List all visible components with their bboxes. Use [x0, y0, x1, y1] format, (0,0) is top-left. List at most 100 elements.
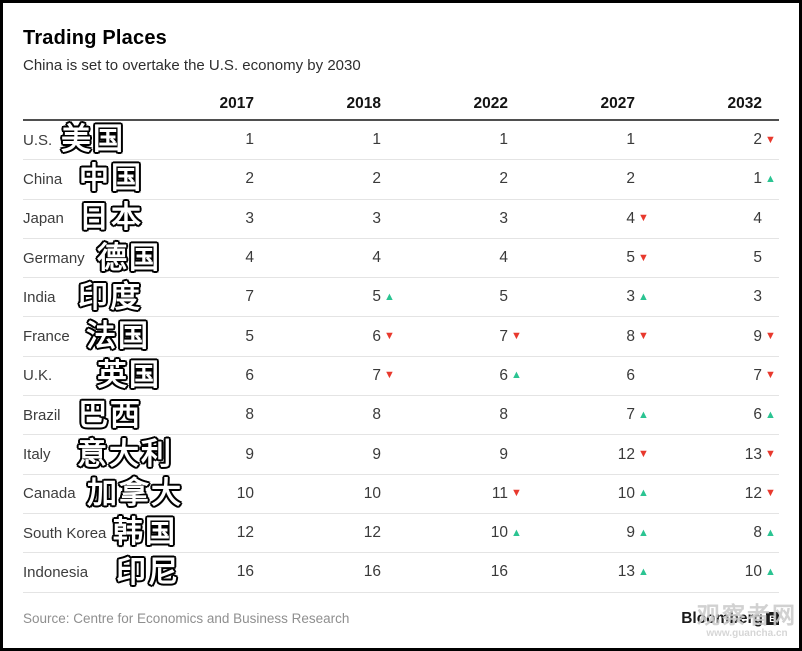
footer: Source: Centre for Economics and Busines… — [23, 610, 779, 628]
rank-value: 5 — [753, 249, 762, 267]
rank-value: 5 — [372, 288, 381, 306]
rank-down-icon: ▼ — [638, 212, 649, 225]
rank-value: 9 — [372, 445, 381, 463]
rank-value: 10 — [490, 524, 508, 542]
rank-value: 6 — [753, 406, 762, 424]
rank-cell: 16 — [144, 563, 271, 581]
rank-value: 13 — [617, 563, 635, 581]
rank-value: 12 — [236, 524, 254, 542]
rank-value: 2 — [372, 170, 381, 188]
rank-down-icon: ▼ — [511, 330, 522, 343]
table-row: India 7 5 ▲ 5 3 ▲ 3 — [23, 278, 779, 318]
rank-cell: 16 — [398, 563, 525, 581]
bloomberg-logo: Bloomberg B — [681, 610, 779, 628]
rank-cell: 6 ▼ — [271, 328, 398, 346]
rank-value: 2022 — [473, 94, 508, 112]
country-label: China — [23, 170, 63, 188]
rank-value: 3 — [245, 209, 254, 227]
rank-down-icon: ▼ — [765, 330, 776, 343]
rank-up-icon: ▲ — [511, 526, 522, 539]
rank-cell: 12 ▼ — [652, 485, 779, 503]
rank-cell: 4 — [271, 249, 398, 267]
rank-value: 6 — [245, 366, 254, 384]
rank-value: 6 — [372, 327, 381, 345]
rank-value: 10 — [363, 484, 381, 502]
rank-value: 10 — [236, 484, 254, 502]
table-row: South Korea 12 12 10 ▲ 9 ▲ 8 ▲ — [23, 514, 779, 554]
rank-cell: 4 ▼ — [525, 210, 652, 228]
rank-cell: 3 — [398, 210, 525, 228]
table-row: Canada 10 10 11 ▼ 10 ▲ 12 ▼ — [23, 475, 779, 514]
rank-value: 9 — [245, 445, 254, 463]
rank-cell: 11 ▼ — [398, 485, 525, 503]
rank-value: 16 — [363, 563, 381, 581]
rank-value: 4 — [245, 249, 254, 267]
rank-cell: 6 ▲ — [652, 406, 779, 424]
rank-value: 7 — [499, 327, 508, 345]
country-label: Indonesia — [23, 563, 89, 581]
rank-cell: 10 ▲ — [398, 524, 525, 542]
rank-value: 6 — [499, 366, 508, 384]
table-row: Indonesia 16 16 16 13 ▲ 10 ▲ — [23, 553, 779, 593]
rank-value: 12 — [617, 445, 635, 463]
country-label: Japan — [23, 210, 64, 228]
watermark-url: www.guancha.cn — [706, 628, 788, 639]
table-row: U.K. 6 7 ▼ 6 ▲ 6 7 ▼ — [23, 357, 779, 397]
rank-cell: 6 ▲ — [398, 367, 525, 385]
rank-up-icon: ▲ — [638, 565, 649, 578]
rank-down-icon: ▼ — [511, 487, 522, 500]
rank-value: 11 — [491, 484, 508, 502]
rank-down-icon: ▼ — [638, 330, 649, 343]
rank-cell: 13 ▲ — [525, 563, 652, 581]
country-label: Brazil — [23, 406, 61, 424]
rank-value: 8 — [245, 406, 254, 424]
rank-cell: 12 ▼ — [525, 446, 652, 464]
rank-cell: 1 — [144, 131, 271, 149]
country-label: Canada — [23, 485, 76, 503]
rank-cell: 5 — [398, 288, 525, 306]
rank-value: 1 — [372, 131, 381, 149]
year-header: 2022 — [398, 95, 525, 113]
rank-cell: 7 ▼ — [398, 328, 525, 346]
rank-value: 7 — [753, 366, 762, 384]
rank-value: 2018 — [346, 94, 381, 112]
country-label: Italy — [23, 446, 51, 464]
rank-up-icon: ▲ — [765, 172, 776, 185]
rank-value: 16 — [236, 563, 254, 581]
rank-value: 3 — [626, 288, 635, 306]
rank-cell: 2 ▼ — [652, 131, 779, 149]
rank-down-icon: ▼ — [638, 251, 649, 264]
rank-cell: 4 — [398, 249, 525, 267]
rank-value: 7 — [245, 288, 254, 306]
rank-cell: 7 ▼ — [271, 367, 398, 385]
rank-cell: 10 — [144, 485, 271, 503]
year-header: 2018 — [271, 95, 398, 113]
country-label: Germany — [23, 249, 85, 267]
rank-value: 7 — [372, 366, 381, 384]
year-header: 2027 — [525, 95, 652, 113]
rank-cell: 7 ▲ — [525, 406, 652, 424]
rank-value: 8 — [499, 406, 508, 424]
table-row: China 2 2 2 2 1 ▲ — [23, 160, 779, 200]
rank-cell: 8 — [144, 406, 271, 424]
rank-cell: 13 ▼ — [652, 446, 779, 464]
bloomberg-wordmark: Bloomberg — [681, 609, 763, 627]
rank-value: 3 — [372, 209, 381, 227]
rank-value: 2 — [499, 170, 508, 188]
rank-value: 4 — [626, 209, 635, 227]
table-body: U.S. 1 1 1 1 2 ▼ China 2 — [23, 121, 779, 593]
rank-cell: 8 ▼ — [525, 328, 652, 346]
rank-cell: 9 ▲ — [525, 524, 652, 542]
rank-up-icon: ▲ — [638, 487, 649, 500]
rank-value: 10 — [617, 484, 635, 502]
rank-cell: 5 — [144, 328, 271, 346]
rank-up-icon: ▲ — [511, 369, 522, 382]
rank-value: 12 — [363, 524, 381, 542]
country-label: India — [23, 288, 56, 306]
rank-cell: 9 ▼ — [652, 328, 779, 346]
page-subtitle: China is set to overtake the U.S. econom… — [23, 57, 361, 74]
rank-cell: 12 — [271, 524, 398, 542]
rank-cell: 7 ▼ — [652, 367, 779, 385]
rank-up-icon: ▲ — [638, 408, 649, 421]
rank-value: 3 — [499, 209, 508, 227]
